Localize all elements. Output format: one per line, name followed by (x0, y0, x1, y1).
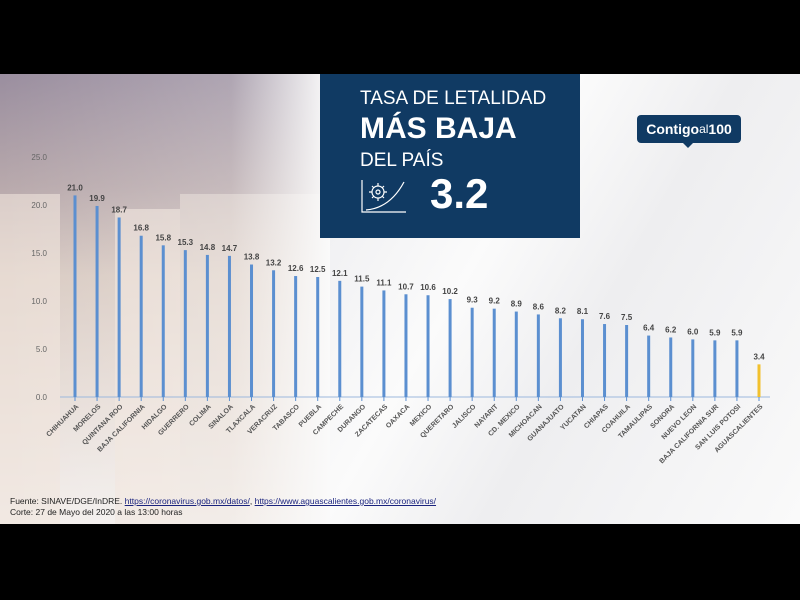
bar-colima (205, 254, 209, 397)
data-label: 12.1 (332, 269, 348, 278)
title-panel: TASA DE LETALIDAD MÁS BAJA DEL PAÍS 3.2 (320, 74, 580, 238)
data-label: 13.8 (244, 253, 260, 262)
source-link-1[interactable]: https://coronavirus.gob.mx/datos/ (124, 496, 250, 506)
bar-tabasco (294, 276, 298, 397)
data-label: 15.8 (155, 233, 171, 242)
bar-puebla (316, 277, 320, 397)
bar-mexico (426, 295, 430, 397)
bar-san-luis-potosi (735, 340, 739, 397)
bar-chihuahua (73, 195, 77, 397)
data-label: 10.7 (398, 282, 414, 291)
bar-baja-california (139, 235, 143, 397)
data-label: 9.3 (467, 296, 479, 305)
y-tick-label: 10.0 (31, 297, 47, 306)
data-label: 8.9 (511, 300, 523, 309)
y-tick-label: 15.0 (31, 249, 47, 258)
bar-durango (360, 286, 364, 397)
x-tick-label: OAXACA (385, 403, 411, 429)
footer: Fuente: SINAVE/DGE/InDRE. https://corona… (10, 496, 436, 518)
data-label: 13.2 (266, 258, 282, 267)
bar-morelos (95, 205, 99, 397)
bar-tlaxcala (250, 264, 254, 397)
bar-jalisco (470, 307, 474, 397)
data-label: 8.1 (577, 307, 589, 316)
title-line-2: MÁS BAJA (360, 112, 517, 145)
data-label: 8.6 (533, 302, 545, 311)
bar-queretaro (448, 299, 452, 397)
data-label: 7.5 (621, 313, 633, 322)
source-label: Fuente: SINAVE/DGE/InDRE. (10, 496, 123, 506)
chart-virus-icon (361, 180, 406, 213)
data-label: 7.6 (599, 312, 611, 321)
data-label: 6.2 (665, 325, 677, 334)
data-label: 19.9 (89, 194, 105, 203)
bar-guanajuato (558, 318, 562, 397)
bar-veracruz (272, 270, 276, 397)
data-label: 16.8 (133, 224, 149, 233)
logo-text: Contigo (646, 121, 700, 137)
bar-sonora (669, 337, 673, 397)
bar-hidalgo (161, 245, 165, 397)
bar-zacatecas (382, 290, 386, 397)
logo-text: 100 (708, 121, 732, 137)
bar-coahuila (625, 325, 629, 397)
data-label: 12.6 (288, 264, 304, 273)
data-label: 10.2 (442, 287, 458, 296)
bar-yucatan (580, 319, 584, 397)
bar-baja-california-sur (713, 340, 717, 397)
bar-cd-mexico (514, 311, 518, 397)
bar-guerrero (183, 250, 187, 397)
lethality-value: 3.2 (430, 170, 489, 217)
contigo-al-100-logo: Contigo al 100 (637, 115, 741, 148)
title-line-3: DEL PAÍS (360, 150, 444, 171)
data-label: 21.0 (67, 183, 83, 192)
data-label: 14.8 (200, 243, 216, 252)
bar-campeche (338, 280, 342, 397)
data-label: 8.2 (555, 306, 567, 315)
data-label: 18.7 (111, 205, 127, 214)
y-tick-label: 5.0 (36, 345, 48, 354)
data-label: 12.5 (310, 265, 326, 274)
title-line-1: TASA DE LETALIDAD (360, 88, 547, 109)
data-label: 14.7 (222, 244, 238, 253)
bar-nayarit (492, 308, 496, 397)
x-tick-label: CHIHUAHUA (45, 403, 80, 438)
bar-michoacan (536, 314, 540, 397)
bar-nuevo-leon (691, 339, 695, 397)
data-label: 6.4 (643, 324, 655, 333)
separator: , (249, 496, 253, 506)
x-tick-label: QUINTANA ROO (81, 403, 125, 447)
source-link-2[interactable]: https://www.aguascalientes.gob.mx/corona… (254, 496, 437, 506)
bar-sinaloa (227, 255, 231, 397)
data-label: 9.2 (489, 297, 501, 306)
bar-oaxaca (404, 294, 408, 397)
data-label: 15.3 (178, 238, 194, 247)
data-label: 5.9 (709, 328, 721, 337)
logo-text: al (699, 122, 709, 136)
bar-chiapas (603, 324, 607, 397)
data-label: 11.5 (354, 275, 370, 284)
data-label: 10.6 (420, 283, 436, 292)
data-label: 6.0 (687, 327, 699, 336)
cutoff-text: Corte: 27 de Mayo del 2020 a las 13:00 h… (10, 507, 183, 517)
bar-quintana-roo (117, 217, 121, 397)
data-label: 5.9 (731, 328, 743, 337)
data-label: 3.4 (753, 352, 765, 361)
data-label: 11.1 (376, 278, 392, 287)
y-tick-label: 25.0 (31, 153, 47, 162)
bar-aguascalientes (757, 364, 761, 397)
bar-tamaulipas (647, 335, 651, 397)
y-tick-label: 0.0 (36, 393, 48, 402)
y-tick-label: 20.0 (31, 201, 47, 210)
